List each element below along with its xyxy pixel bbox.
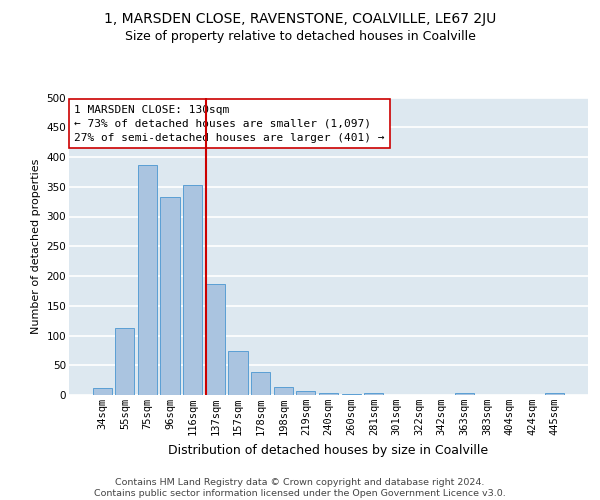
Bar (92, 388, 112, 395)
Text: Contains HM Land Registry data © Crown copyright and database right 2024.
Contai: Contains HM Land Registry data © Crown c… (94, 478, 506, 498)
Bar (364, 392, 383, 395)
Bar (229, 351, 248, 395)
Bar (341, 394, 361, 395)
Bar (545, 392, 565, 395)
Text: 1, MARSDEN CLOSE, RAVENSTONE, COALVILLE, LE67 2JU: 1, MARSDEN CLOSE, RAVENSTONE, COALVILLE,… (104, 12, 496, 26)
Text: 1 MARSDEN CLOSE: 130sqm
← 73% of detached houses are smaller (1,097)
27% of semi: 1 MARSDEN CLOSE: 130sqm ← 73% of detache… (74, 105, 385, 143)
X-axis label: Distribution of detached houses by size in Coalville: Distribution of detached houses by size … (169, 444, 488, 456)
Bar (160, 198, 180, 395)
Bar (296, 391, 316, 395)
Bar (274, 388, 293, 395)
Bar (115, 328, 134, 395)
Y-axis label: Number of detached properties: Number of detached properties (31, 158, 41, 334)
Bar (138, 164, 157, 395)
Bar (206, 284, 225, 395)
Text: Size of property relative to detached houses in Coalville: Size of property relative to detached ho… (125, 30, 475, 43)
Bar (183, 185, 202, 395)
Bar (319, 393, 338, 395)
Bar (251, 372, 270, 395)
Bar (455, 393, 474, 395)
